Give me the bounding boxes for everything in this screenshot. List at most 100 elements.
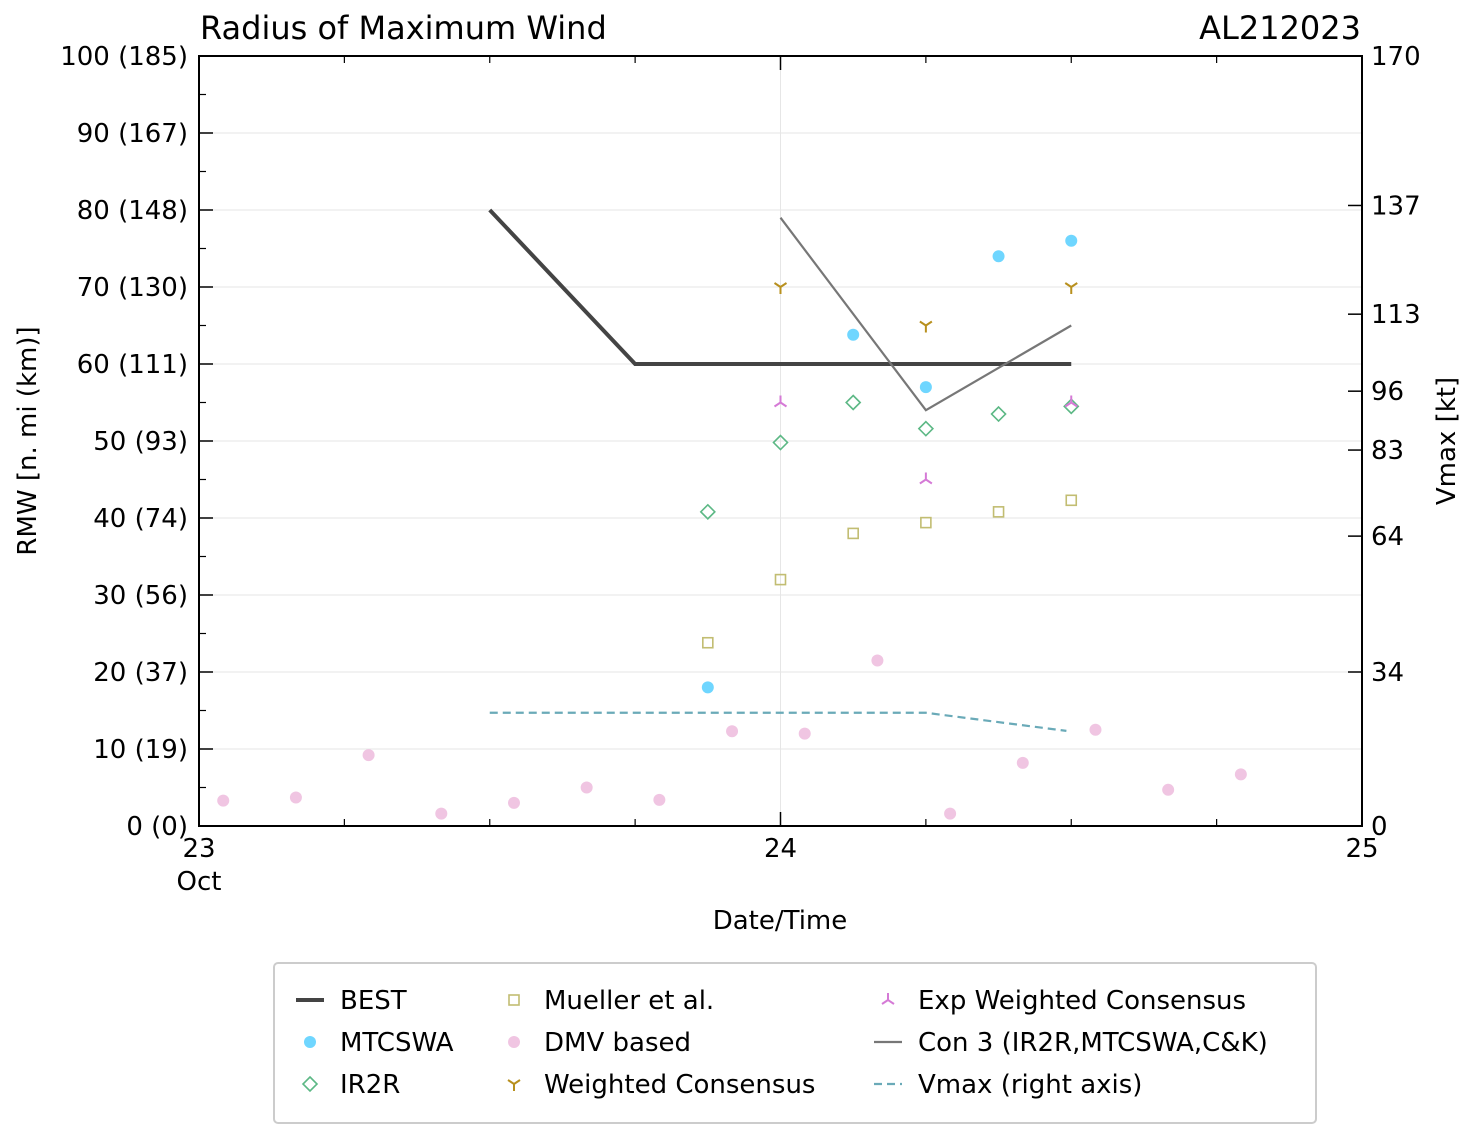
- weighted-consensus-point-shape: [773, 282, 788, 294]
- legend-label: Vmax (right axis): [918, 1070, 1142, 1100]
- legend-item-dmv-based: DMV based: [508, 1028, 691, 1058]
- ir2r-point: [772, 434, 789, 451]
- dmv-based-point-shape: [362, 749, 375, 762]
- mueller-et-al-point: [992, 506, 1005, 518]
- dmv-based-point-shape: [944, 807, 957, 820]
- legend-item-best: BEST: [296, 986, 407, 1016]
- mtcswa-point-shape: [1065, 234, 1078, 247]
- y-tick-label: 50 (93): [93, 427, 188, 457]
- legend-item-weighted-consensus: Weighted Consensus: [507, 1070, 815, 1100]
- dmv-based-point: [798, 727, 811, 740]
- mueller-et-al-point: [847, 527, 859, 540]
- series-layer: [217, 208, 1247, 820]
- mueller-et-al-point-shape: [774, 573, 787, 586]
- y2-tick-label: 96: [1371, 377, 1404, 407]
- mueller-et-al-point-shape: [1065, 494, 1078, 507]
- ir2r-point: [699, 503, 716, 520]
- dmv-based-point-shape: [1016, 756, 1029, 769]
- legend-swatch-shape: [881, 993, 895, 1005]
- y2-tick-label: 0: [1371, 812, 1388, 842]
- exp-weighted-consensus-point-shape: [1064, 395, 1078, 408]
- mtcswa-point: [992, 250, 1005, 263]
- mtcswa-point-shape: [919, 381, 932, 394]
- dmv-based-point: [1234, 768, 1247, 781]
- dmv-based-point: [653, 793, 666, 806]
- series-weighted-consensus: [773, 282, 1078, 333]
- dmv-based-point: [289, 791, 302, 804]
- y-tick-label: 10 (19): [93, 735, 188, 765]
- mueller-et-al-point: [702, 636, 714, 649]
- legend-label: Mueller et al.: [544, 986, 714, 1016]
- ir2r-point: [917, 420, 935, 437]
- mueller-et-al-point-shape: [847, 527, 859, 540]
- dmv-based-point: [1162, 783, 1175, 796]
- mtcswa-point: [919, 381, 932, 394]
- legend-swatch: [508, 1036, 520, 1048]
- mtcswa-point: [701, 681, 714, 694]
- mueller-et-al-point: [920, 516, 932, 529]
- mtcswa-point: [847, 328, 860, 341]
- series-mueller-et-al: [702, 494, 1078, 649]
- legend-item-vmax-right-axis: Vmax (right axis): [874, 1070, 1142, 1100]
- weighted-consensus-point-shape: [919, 320, 933, 333]
- y2-tick-label: 64: [1371, 522, 1404, 552]
- legend-swatch: [881, 993, 895, 1005]
- ir2r-point-shape: [1063, 398, 1080, 415]
- y-tick-label: 30 (56): [93, 581, 188, 611]
- dmv-based-point-shape: [435, 807, 448, 820]
- dmv-based-point: [580, 781, 593, 794]
- y-tick-label: 70 (130): [77, 273, 188, 303]
- axis-ticks: 0 (0) 10 (19) 20 (37) 30 (56) 40 (74) 50 (93)…: [60, 42, 1420, 897]
- mueller-et-al-point: [1065, 494, 1078, 507]
- x-axis-label: Date/Time: [713, 906, 848, 936]
- dmv-based-point-shape: [1089, 723, 1102, 736]
- dmv-based-point: [507, 796, 520, 809]
- series-exp-weighted-consensus: [773, 395, 1078, 485]
- legend-swatch-shape: [507, 1079, 521, 1091]
- dmv-based-point-shape: [580, 781, 593, 794]
- chart-title: Radius of Maximum Wind: [200, 9, 607, 47]
- legend-label: IR2R: [340, 1070, 400, 1100]
- series-ir2r: [699, 394, 1080, 520]
- legend-label: MTCSWA: [340, 1028, 454, 1058]
- mtcswa-point-shape: [847, 328, 860, 341]
- legend-label: BEST: [340, 986, 407, 1016]
- mueller-et-al-point-shape: [920, 516, 932, 529]
- mueller-et-al-point-shape: [992, 506, 1005, 518]
- x-tick-label: 23: [182, 834, 215, 864]
- y-tick-label: 20 (37): [93, 658, 188, 688]
- ir2r-point: [845, 394, 862, 411]
- legend-item-mtcswa: MTCSWA: [304, 1028, 454, 1058]
- y2-tick-label: 113: [1371, 300, 1421, 330]
- mtcswa-point-shape: [701, 681, 714, 694]
- legend-label: Exp Weighted Consensus: [918, 986, 1246, 1016]
- ir2r-point: [1063, 398, 1080, 415]
- ir2r-point-shape: [845, 394, 862, 411]
- weighted-consensus-point: [919, 320, 933, 333]
- x-tick-sublabel: Oct: [177, 867, 222, 897]
- y-tick-label: 0 (0): [126, 812, 188, 842]
- y2-tick-label: 83: [1371, 436, 1404, 466]
- dmv-based-point: [1016, 756, 1029, 769]
- legend-swatch-shape: [508, 994, 520, 1006]
- dmv-based-point-shape: [798, 727, 811, 740]
- dmv-based-point-shape: [507, 796, 520, 809]
- dmv-based-point-shape: [289, 791, 302, 804]
- x-tick-label: 25: [1345, 834, 1378, 864]
- x-tick-label: 24: [764, 834, 797, 864]
- legend-swatch: [508, 994, 520, 1006]
- ir2r-point-shape: [917, 420, 935, 437]
- ir2r-point-shape: [772, 434, 789, 451]
- exp-weighted-consensus-point: [773, 395, 788, 408]
- dmv-based-point-shape: [217, 794, 230, 807]
- dmv-based-point-shape: [1234, 768, 1247, 781]
- dmv-based-point-shape: [653, 793, 666, 806]
- legend-swatch-shape: [304, 1036, 316, 1048]
- legend-box: [273, 962, 1317, 1124]
- exp-weighted-consensus-point: [1064, 395, 1078, 408]
- legend-label: Con 3 (IR2R,MTCSWA,C&K): [918, 1028, 1268, 1058]
- series-con-3-ir2r-mtcswa-c-k: [779, 217, 1072, 412]
- dmv-based-point: [435, 807, 448, 820]
- legend-swatch: [301, 1075, 319, 1093]
